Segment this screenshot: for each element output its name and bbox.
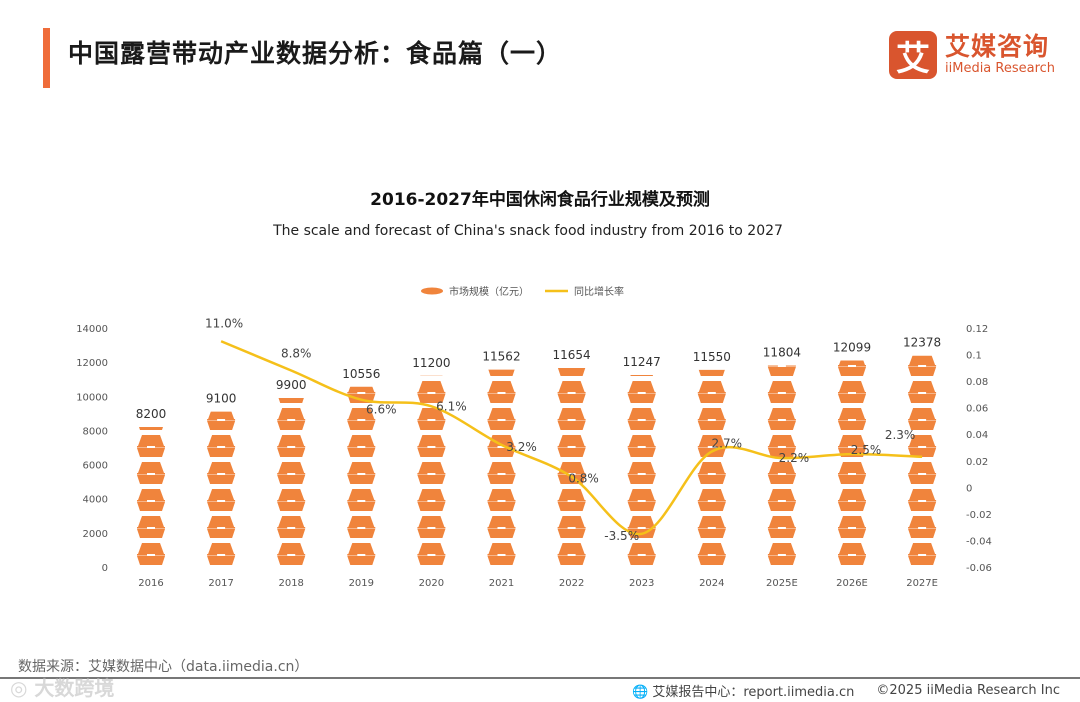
y-left-tick: 8000 [83,426,108,437]
bar-value-label: 11247 [623,355,661,369]
y-right-tick: 0.08 [966,377,988,388]
growth-rate-label: 6.1% [436,399,467,413]
data-source: 数据来源：艾媒数据中心（data.iimedia.cn） [18,659,309,675]
x-tick: 2020 [419,578,444,589]
bar-value-label: 12099 [833,340,871,354]
growth-rate-label: 2.7% [712,436,743,450]
x-tick: 2017 [208,578,233,589]
growth-rate-label: 2.2% [779,451,810,465]
bar-2023: 11247 [623,355,661,565]
bar-2020: 11200 [412,356,450,565]
y-right-tick: 0.02 [966,457,988,468]
y-right-tick: 0.1 [966,351,982,362]
y-right-tick: 0 [966,483,972,494]
x-tick: 2023 [629,578,654,589]
bar-value-label: 11562 [482,350,520,364]
logo-cn: 艾媒咨询 [945,32,1050,61]
growth-rate-label: -3.5% [604,529,639,543]
x-tick: 2026E [836,578,868,589]
y-left-tick: 14000 [76,324,108,335]
logo-en: iiMedia Research [945,61,1056,76]
x-tick: 2016 [138,578,163,589]
y-left-tick: 10000 [76,392,108,403]
growth-rate-label: 8.8% [281,346,312,360]
x-tick: 2018 [278,578,303,589]
bar-2021: 11562 [482,350,521,565]
bar-value-label: 10556 [342,367,380,381]
bar-2017: 9100 [206,392,237,565]
y-left-tick: 12000 [76,358,108,369]
y-right-tick: 0.04 [966,430,988,441]
bar-2026E: 12099 [833,340,871,565]
x-tick: 2024 [699,578,724,589]
y-right-tick: -0.02 [966,510,992,521]
x-tick: 2022 [559,578,584,589]
y-left-tick: 6000 [83,461,108,472]
bar-2016: 8200 [136,407,167,565]
y-left-tick: 0 [102,563,108,574]
growth-rate-label: 2.3% [885,428,916,442]
legend-bar-swatch [421,287,443,295]
y-right-tick: 0.06 [966,404,988,415]
y-right-tick: 0.12 [966,324,988,335]
bar-2018: 9900 [276,378,307,565]
iimedia-logo: 艾 艾媒咨询 iiMedia Research [889,31,1055,79]
legend: 市场规模（亿元） 同比增长率 [421,285,624,298]
x-tick: 2027E [906,578,938,589]
y-right-tick: -0.06 [966,563,992,574]
bar-2027E: 12378 [903,336,941,565]
legend-line-label: 同比增长率 [574,285,624,298]
y-left-tick: 2000 [83,529,108,540]
watermark: ◎ 大数跨境 [10,676,115,700]
bar-value-label: 11654 [553,348,591,362]
x-tick: 2025E [766,578,798,589]
page-title: 中国露营带动产业数据分析：食品篇（一） [68,39,563,68]
bar-2024: 11550 [693,350,731,565]
growth-rate-label: 6.6% [366,403,397,417]
growth-rate-label: 2.5% [851,443,882,457]
growth-rate-label: 11.0% [205,316,243,330]
growth-rate-label: 3.2% [506,440,537,454]
bar-value-label: 9900 [276,378,307,392]
growth-rate-label: 0.8% [568,472,599,486]
title-accent-bar [43,28,50,88]
bar-value-label: 11804 [763,345,801,359]
legend-bar-label: 市场规模（亿元） [449,285,529,298]
x-tick: 2019 [349,578,374,589]
bar-2019: 10556 [342,367,380,565]
growth-rate-line [220,340,923,536]
x-tick: 2021 [489,578,514,589]
chart-subtitle: The scale and forecast of China's snack … [272,223,783,239]
bar-value-label: 11200 [412,356,450,370]
bar-value-label: 8200 [136,407,167,421]
bar-2025E: 11804 [763,345,801,565]
report-center[interactable]: 🌐 艾媒报告中心：report.iimedia.cn [631,685,855,700]
logo-mark: 艾 [889,31,937,79]
bar-value-label: 9100 [206,392,237,406]
y-left-tick: 4000 [83,495,108,506]
report-center-text: 艾媒报告中心：report.iimedia.cn [652,685,855,700]
copyright: ©2025 iiMedia Research Inc [876,683,1060,698]
bar-value-label: 11550 [693,350,731,364]
chart-title: 2016-2027年中国休闲食品行业规模及预测 [370,189,710,210]
footer-divider [0,677,1080,679]
bar-2022: 11654 [553,348,591,565]
y-right-tick: -0.04 [966,536,992,547]
bar-value-label: 12378 [903,336,941,350]
